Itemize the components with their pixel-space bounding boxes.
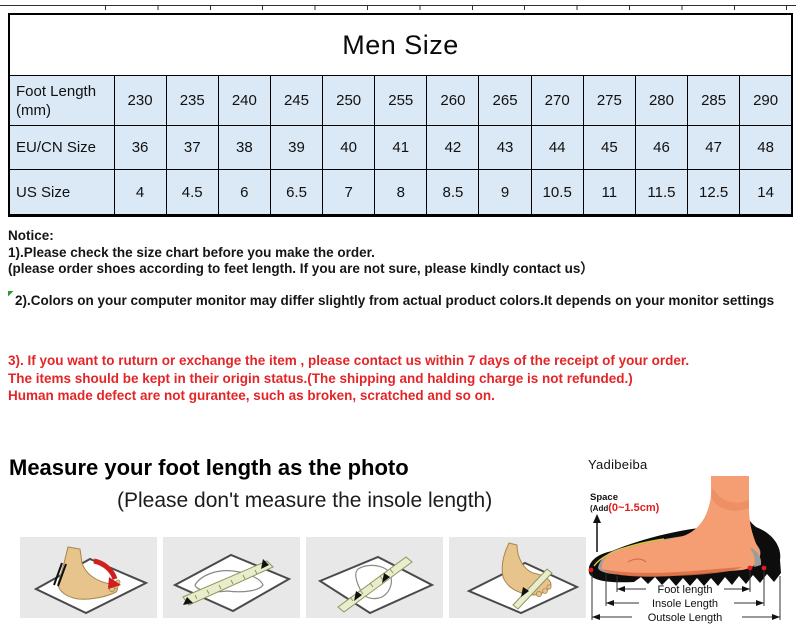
outsole-measure-dot: [761, 565, 767, 571]
size-table-row: Foot Length (mm) 230 235 240 245 250 255 260 265…: [8, 75, 793, 126]
foot-tracing-step-image: [33, 545, 148, 614]
men-size-table: Men Size Foot Length (mm) 230 235 240 245 250…: [8, 13, 793, 217]
cropped-table-top-edge: [0, 5, 796, 12]
size-value-cell: 235: [165, 75, 219, 126]
measure-step-1: [20, 537, 157, 618]
size-value-cell: 48: [739, 125, 793, 170]
return-policy-line-2: The items should be kept in their origin…: [8, 370, 633, 386]
measure-steps-row: [20, 537, 586, 618]
measure-step-3: [306, 537, 443, 618]
foot-length-label: Foot length: [657, 584, 712, 596]
size-value-cell: 8: [374, 169, 428, 216]
notice-line-2: (please order shoes according to feet le…: [8, 261, 594, 276]
size-value-cell: 40: [322, 125, 376, 170]
notice-line-3-text: 2).Colors on your computer monitor may d…: [15, 292, 775, 308]
notice-heading: Notice:: [8, 228, 54, 243]
size-value-cell: 275: [582, 75, 636, 126]
size-value-cell: 11: [582, 169, 636, 216]
comment-flag-icon: [8, 290, 14, 297]
toe-measure-dot: [588, 567, 594, 573]
size-value-cell: 37: [165, 125, 219, 170]
return-policy-line-1: 3). If you want to ruturn or exchange th…: [8, 353, 690, 368]
return-policy-block: 3). If you want to ruturn or exchange th…: [8, 352, 794, 405]
size-value-cell: 47: [687, 125, 741, 170]
space-add-label: (Add(0~1.5cm): [590, 502, 660, 514]
size-row-label: EU/CN Size: [8, 125, 115, 170]
size-value-cell: 6: [217, 169, 271, 216]
size-row-label: US Size: [8, 169, 115, 216]
size-value-cell: 240: [217, 75, 271, 126]
foot-shape: [601, 476, 761, 577]
insole-length-label: Insole Length: [652, 598, 718, 610]
notice-line-3: 2).Colors on your computer monitor may d…: [8, 290, 794, 310]
size-value-cell: 39: [269, 125, 324, 170]
size-value-cell: 290: [739, 75, 793, 126]
size-table-title: Men Size: [8, 13, 793, 76]
size-value-cell: 14: [739, 169, 793, 216]
outsole-length-label: Outsole Length: [648, 612, 723, 624]
size-value-cell: 4.5: [165, 169, 219, 216]
size-value-cell: 36: [113, 125, 167, 170]
size-value-cell: 8.5: [426, 169, 480, 216]
measure-step-4: [449, 537, 586, 618]
measure-step-2: [163, 537, 300, 618]
size-value-cell: 280: [634, 75, 689, 126]
ball-width-measuring-step-image: [466, 541, 579, 614]
foot-shadow: [602, 567, 742, 577]
size-value-cell: 4: [113, 169, 167, 216]
size-value-cell: 6.5: [269, 169, 324, 216]
size-value-cell: 270: [530, 75, 584, 126]
size-value-cell: 46: [634, 125, 689, 170]
size-value-cell: 250: [322, 75, 376, 126]
size-value-cell: 41: [374, 125, 428, 170]
size-value-cell: 43: [478, 125, 532, 170]
measure-heading: Measure your foot length as the photo: [9, 455, 409, 480]
size-value-cell: 10.5: [530, 169, 584, 216]
size-table-row: US Size 4 4.5 6 6.5 7 8 8.5 9 10.5 11 11.5 12.5 14: [8, 169, 793, 216]
size-value-cell: 45: [582, 125, 636, 170]
size-value-cell: 245: [269, 75, 324, 126]
column-tick-marks: [105, 6, 795, 10]
return-policy-line-3: Human made defect are not gurantee, such…: [8, 388, 495, 403]
brand-label: Yadibeiba: [588, 457, 648, 472]
size-table-title-row: Men Size: [8, 13, 793, 76]
notice-block: Notice: 1).Please check the size chart b…: [8, 228, 794, 309]
heel-insole-peek: [750, 548, 762, 567]
foot-measure-diagram: Space (Add(0~1.5cm) Foot length Insole L…: [588, 476, 781, 624]
size-value-cell: 44: [530, 125, 584, 170]
size-table-body: Foot Length (mm) 230 235 240 245 250 255 260 265…: [8, 75, 793, 216]
sole-edge-highlight: [593, 538, 665, 567]
notice-line-1: 1).Please check the size chart before yo…: [8, 244, 375, 260]
heel-measure-dot: [747, 565, 753, 571]
size-value-cell: 285: [687, 75, 741, 126]
size-table-row: EU/CN Size 36 37 38 39 40 41 42 43 44 45 46 47 48: [8, 125, 793, 170]
size-value-cell: 11.5: [634, 169, 689, 216]
ankle-shading: [711, 488, 749, 511]
width-measuring-step-image: [317, 555, 434, 614]
size-value-cell: 7: [322, 169, 376, 216]
size-value-cell: 230: [113, 75, 167, 126]
measure-subheading: (Please don't measure the insole length): [117, 489, 493, 512]
size-value-cell: 260: [426, 75, 480, 126]
space-label: Space: [590, 492, 618, 503]
space-arrow-head: [593, 514, 601, 523]
size-value-cell: 42: [426, 125, 480, 170]
size-value-cell: 9: [478, 169, 532, 216]
toe-line: [627, 558, 647, 563]
size-value-cell: 12.5: [687, 169, 741, 216]
size-row-label: Foot Length (mm): [8, 75, 115, 126]
size-value-cell: 265: [478, 75, 532, 126]
length-measuring-step-image: [172, 553, 291, 612]
dimension-arrowheads: [592, 586, 780, 620]
size-value-cell: 38: [217, 125, 271, 170]
size-value-cell: 255: [374, 75, 428, 126]
